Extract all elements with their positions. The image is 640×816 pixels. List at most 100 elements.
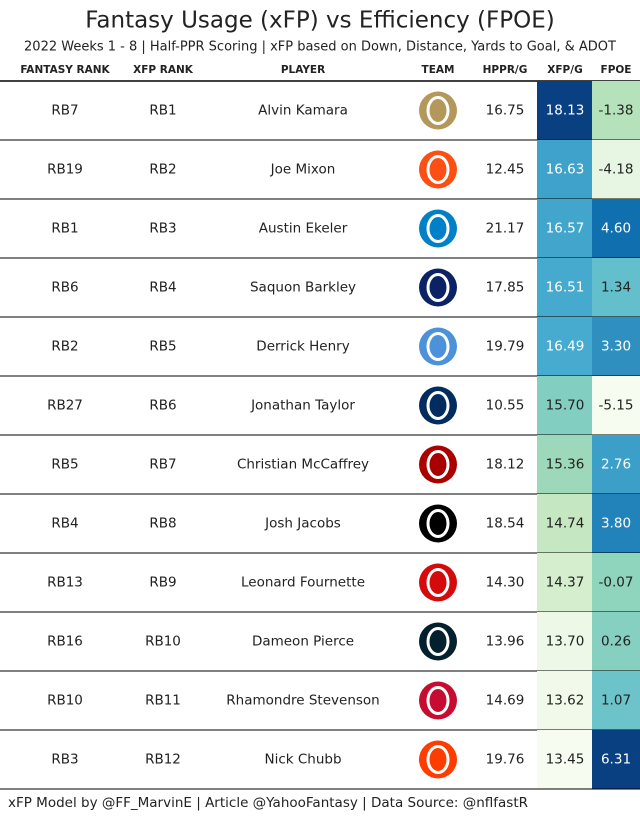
- heat-cell: [537, 199, 592, 258]
- heat-cell: [592, 199, 640, 258]
- cell: 18.12: [486, 457, 525, 473]
- cell: RB6: [149, 398, 176, 414]
- cell: RB2: [149, 162, 176, 178]
- cell: RB4: [149, 280, 176, 296]
- cell: Dameon Pierce: [252, 634, 354, 650]
- cell: 16.57: [546, 221, 585, 237]
- cell: Austin Ekeler: [259, 221, 348, 237]
- cell: 19.76: [486, 752, 525, 768]
- heat-cell: [592, 317, 640, 376]
- team-logo-detail: [426, 96, 450, 125]
- heat-cell: [592, 553, 640, 612]
- cell: RB13: [47, 575, 83, 591]
- cell: -4.18: [599, 162, 634, 178]
- cell: 0.26: [601, 634, 631, 650]
- cell: RB3: [51, 752, 78, 768]
- column-header: FANTASY RANK: [20, 64, 110, 76]
- heat-cell: [537, 140, 592, 199]
- column-header: XFP/G: [547, 64, 582, 76]
- cell: Josh Jacobs: [264, 516, 341, 532]
- team-logo: [419, 445, 457, 484]
- cell: 1.07: [601, 693, 631, 709]
- team-logo: [419, 622, 457, 661]
- cell: RB1: [51, 221, 78, 237]
- heat-cell: [592, 494, 640, 553]
- cell: RB27: [47, 398, 83, 414]
- cell: -1.38: [599, 103, 634, 119]
- heat-cell: [537, 553, 592, 612]
- team-logo-detail: [426, 450, 450, 479]
- heat-cell: [592, 81, 640, 140]
- cell: 6.31: [601, 752, 631, 768]
- team-logo: [419, 209, 457, 248]
- cell: Rhamondre Stevenson: [226, 693, 379, 709]
- cell: RB5: [149, 339, 176, 355]
- cell: RB9: [149, 575, 176, 591]
- heat-cell: [537, 612, 592, 671]
- cell: Jonathan Taylor: [250, 398, 355, 414]
- heat-cell: [537, 494, 592, 553]
- team-logo-detail: [426, 214, 450, 243]
- heat-cell: [592, 612, 640, 671]
- team-logo: [419, 327, 457, 366]
- heat-cell: [537, 81, 592, 140]
- heat-cell: [537, 376, 592, 435]
- cell: Christian McCaffrey: [237, 457, 369, 473]
- cell: 16.75: [486, 103, 525, 119]
- team-logo: [419, 504, 457, 543]
- team-logo: [419, 268, 457, 307]
- team-logo-detail: [426, 273, 450, 302]
- cell: RB19: [47, 162, 83, 178]
- cell: 10.55: [486, 398, 525, 414]
- subtitle: 2022 Weeks 1 - 8 | Half-PPR Scoring | xF…: [24, 40, 616, 55]
- heat-cell: [592, 671, 640, 730]
- team-logo-detail: [426, 332, 450, 361]
- team-logo: [419, 386, 457, 425]
- heat-cell: [592, 730, 640, 789]
- team-logo-detail: [426, 745, 450, 774]
- cell: 3.80: [601, 516, 631, 532]
- cell: RB16: [47, 634, 83, 650]
- cell: RB10: [145, 634, 181, 650]
- cell: Derrick Henry: [256, 339, 349, 355]
- cell: 18.13: [546, 103, 585, 119]
- team-logo-detail: [426, 568, 450, 597]
- cell: 13.96: [486, 634, 525, 650]
- cell: 14.37: [546, 575, 585, 591]
- cell: RB1: [149, 103, 176, 119]
- cell: Nick Chubb: [264, 752, 341, 768]
- cell: 1.34: [601, 280, 631, 296]
- cell: -0.07: [599, 575, 634, 591]
- heat-cell: [537, 730, 592, 789]
- cell: 3.30: [601, 339, 631, 355]
- team-logo-detail: [426, 155, 450, 184]
- cell: 16.63: [546, 162, 585, 178]
- cell: Joe Mixon: [270, 162, 336, 178]
- column-header: PLAYER: [281, 64, 325, 76]
- cell: RB6: [51, 280, 78, 296]
- cell: 12.45: [486, 162, 525, 178]
- cell: RB2: [51, 339, 78, 355]
- cell: RB5: [51, 457, 78, 473]
- title: Fantasy Usage (xFP) vs Efficiency (FPOE): [85, 8, 554, 34]
- column-header: HPPR/G: [483, 64, 528, 76]
- heat-cell: [592, 140, 640, 199]
- cell: 14.30: [486, 575, 525, 591]
- cell: 16.51: [546, 280, 585, 296]
- cell: 13.62: [546, 693, 585, 709]
- cell: 14.74: [546, 516, 585, 532]
- heat-cell: [537, 258, 592, 317]
- cell: 2.76: [601, 457, 631, 473]
- cell: 17.85: [486, 280, 525, 296]
- cell: 18.54: [486, 516, 525, 532]
- heat-cell: [537, 435, 592, 494]
- cell: RB3: [149, 221, 176, 237]
- cell: RB12: [145, 752, 181, 768]
- team-logo: [419, 740, 457, 779]
- cell: 4.60: [601, 221, 631, 237]
- column-header: FPOE: [601, 64, 632, 76]
- heat-cell: [537, 317, 592, 376]
- footer: xFP Model by @FF_MarvinE | Article @Yaho…: [8, 795, 528, 811]
- team-logo: [419, 91, 457, 130]
